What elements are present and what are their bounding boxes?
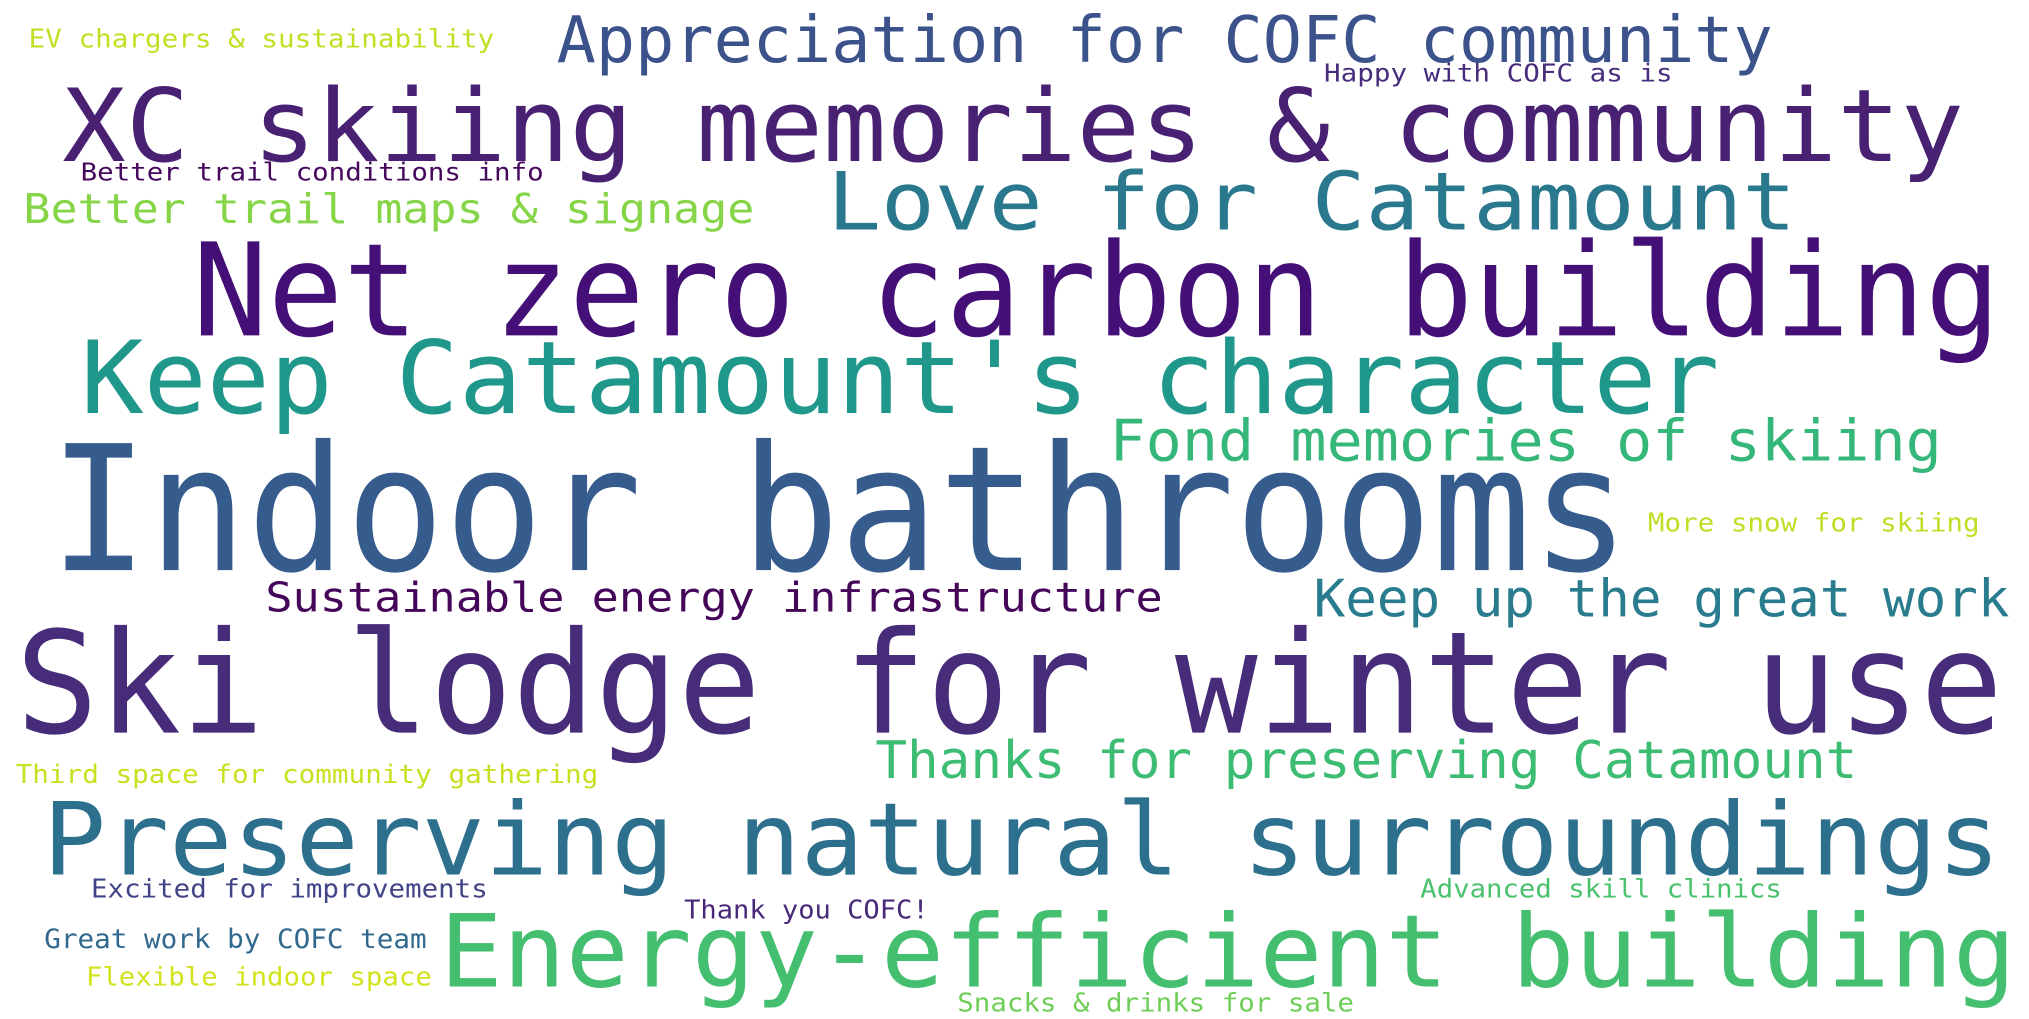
word: Indoor bathrooms bbox=[49, 410, 1629, 612]
word: Appreciation for COFC community bbox=[557, 3, 1773, 78]
word: Fond memories of skiing bbox=[1109, 409, 1941, 475]
word: Net zero carbon building bbox=[192, 216, 2000, 366]
word: Thank you COFC! bbox=[684, 895, 929, 925]
word: Happy with COFC as is bbox=[1324, 58, 1673, 87]
word: Great work by COFC team bbox=[44, 924, 426, 955]
word: Excited for improvements bbox=[91, 875, 488, 905]
word: Snacks & drinks for sale bbox=[957, 988, 1354, 1018]
word: Better trail conditions info bbox=[81, 158, 544, 187]
word: Keep up the great work bbox=[1314, 570, 2010, 630]
word: Third space for community gathering bbox=[16, 760, 599, 790]
word: Ski lodge for winter use bbox=[16, 601, 2003, 766]
word: Love for Catamount bbox=[827, 155, 1796, 249]
word: Keep Catamount's character bbox=[81, 319, 1720, 437]
word: Sustainable energy infrastructure bbox=[265, 574, 1162, 622]
word: Thanks for preserving Catamount bbox=[875, 731, 1857, 791]
word: XC skiing memories & community bbox=[62, 68, 1964, 186]
word: Advanced skill clinics bbox=[1420, 875, 1782, 905]
word: Better trail maps & signage bbox=[23, 185, 754, 233]
word: Energy-efficient building bbox=[440, 893, 2016, 1011]
word: EV chargers & sustainability bbox=[29, 25, 495, 55]
word: More snow for skiing bbox=[1648, 509, 1980, 539]
word: Flexible indoor space bbox=[86, 963, 432, 993]
word: Preserving natural surroundings bbox=[43, 781, 2000, 899]
